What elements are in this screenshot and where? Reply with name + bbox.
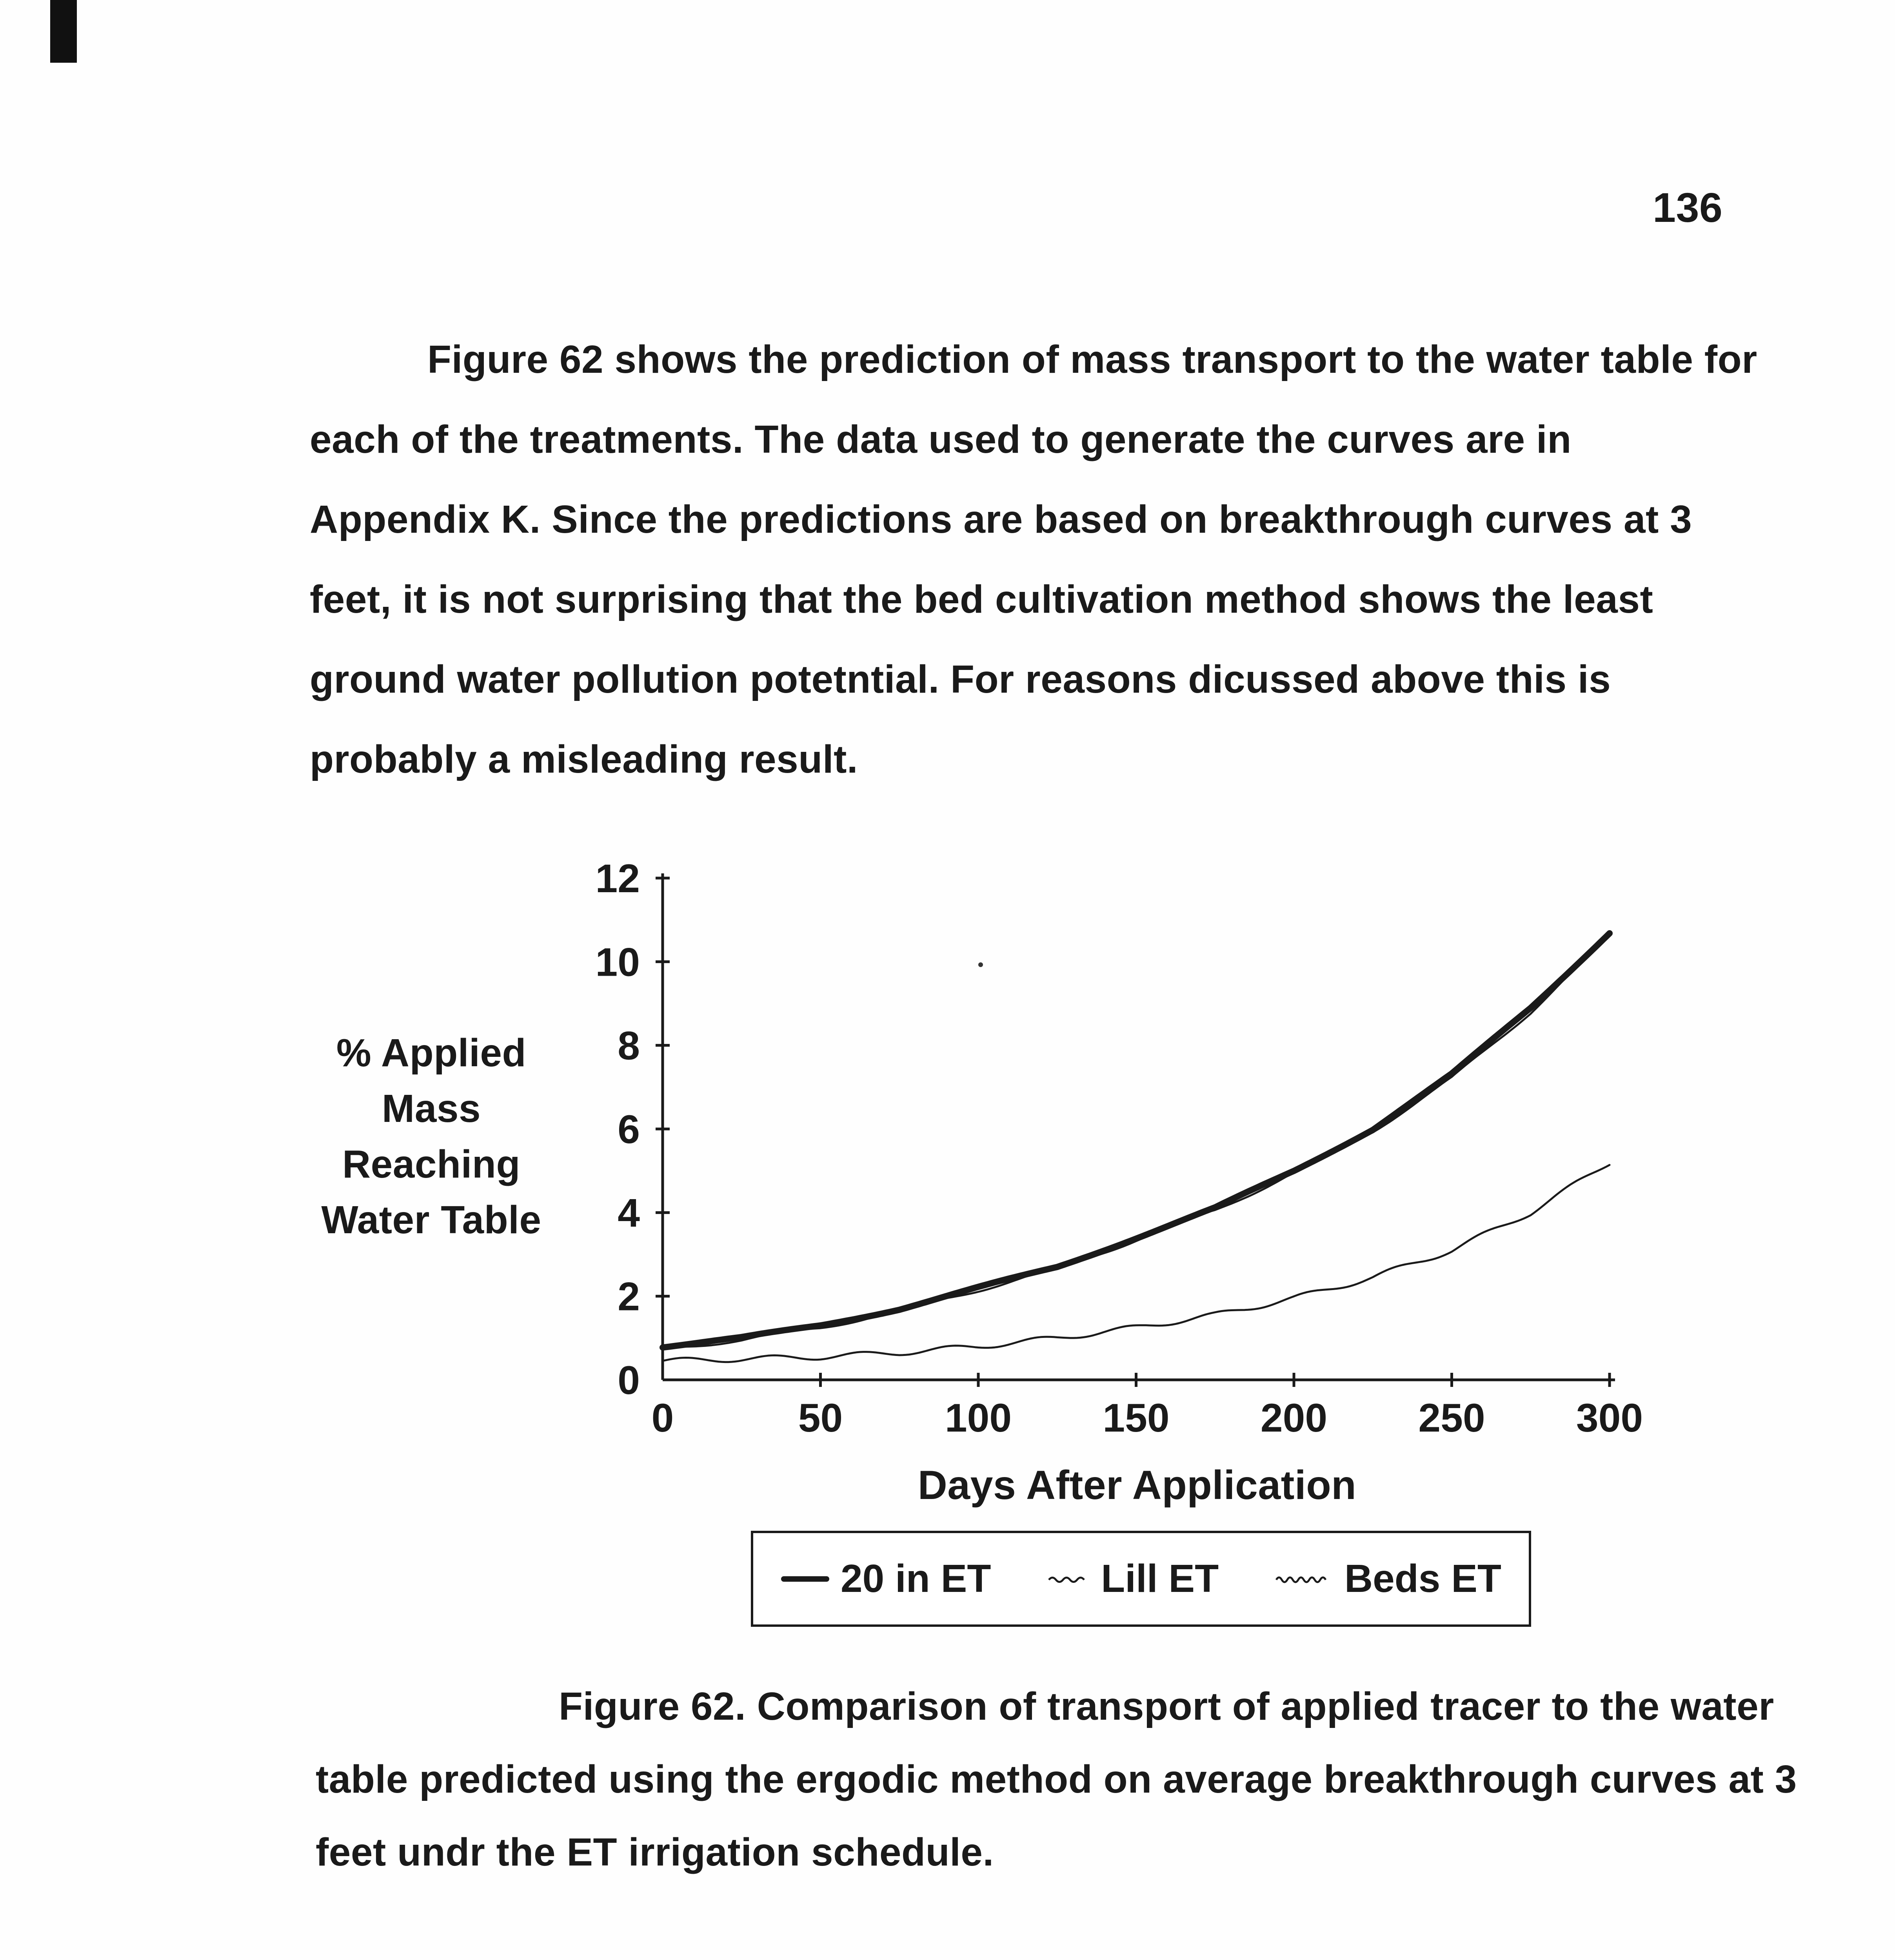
figure-62-chart: 0 2 4 6 8 10 12 0 50 100 150 200 250 300 <box>596 856 1643 1440</box>
x-tick-label: 100 <box>945 1396 1012 1440</box>
x-tick-label: 300 <box>1576 1396 1643 1440</box>
legend-label: 20 in ET <box>841 1557 991 1601</box>
x-axis-label: Days After Application <box>918 1463 1357 1508</box>
intro-paragraph: Figure 62 shows the prediction of mass t… <box>310 338 1757 781</box>
series-line-lill-et <box>661 934 1611 1348</box>
y-axis-label-line: Reaching <box>342 1142 521 1186</box>
legend-item: Lill ET <box>1047 1556 1219 1601</box>
thin-squiggle-line-icon <box>1048 1576 1085 1583</box>
x-tick-label: 150 <box>1103 1396 1169 1440</box>
legend-label: Beds ET <box>1344 1557 1501 1601</box>
legend-item: 20 in ET <box>781 1556 991 1601</box>
scan-artifact <box>50 0 77 63</box>
thick-line-icon <box>781 1576 829 1582</box>
x-tick-label: 200 <box>1261 1396 1327 1440</box>
y-tick-label: 2 <box>618 1274 640 1319</box>
y-tick-label: 8 <box>618 1024 640 1068</box>
chart-legend: 20 in ET Lill ET Beds ET <box>751 1531 1531 1627</box>
page-number: 136 <box>1653 185 1723 231</box>
series-line-beds-et <box>661 1164 1611 1363</box>
y-axis-label-line: Mass <box>382 1087 481 1131</box>
y-tick-label: 4 <box>618 1191 640 1235</box>
scan-speck <box>978 962 983 967</box>
y-tick-label: 12 <box>596 856 640 901</box>
series-line-20-in-et <box>660 930 1613 1351</box>
wavy-squiggle-line-icon <box>1275 1576 1327 1583</box>
y-axis-label-line: Water Table <box>321 1198 541 1242</box>
y-axis-label: % Applied Mass Reaching Water Table <box>274 1025 588 1248</box>
x-tick-label: 0 <box>652 1396 674 1440</box>
x-tick-label: 50 <box>798 1396 843 1440</box>
y-tick-label: 0 <box>618 1358 640 1403</box>
y-axis-label-line: % Applied <box>336 1031 527 1075</box>
x-tick-label: 250 <box>1418 1396 1485 1440</box>
legend-label: Lill ET <box>1101 1557 1219 1601</box>
y-tick-label: 6 <box>618 1107 640 1152</box>
y-tick-label: 10 <box>596 940 640 984</box>
figure-caption: Figure 62. Comparison of transport of ap… <box>316 1684 1797 1874</box>
legend-item: Beds ET <box>1275 1556 1501 1601</box>
